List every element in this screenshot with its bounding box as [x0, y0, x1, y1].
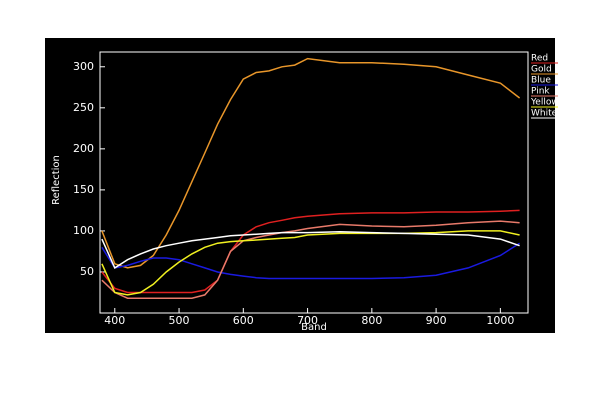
- x-tick-label: 700: [297, 314, 318, 327]
- legend-label: Yellow: [530, 98, 559, 108]
- x-axis-label: Band: [301, 322, 327, 333]
- panel: [45, 38, 555, 333]
- x-tick-label: 1000: [486, 314, 514, 327]
- series-line: [101, 242, 521, 280]
- legend-label: Blue: [531, 76, 551, 86]
- y-tick-label: 50: [80, 265, 94, 278]
- x-tick-label: 600: [233, 314, 254, 327]
- x-tick-label: 400: [104, 314, 125, 327]
- x-tick-label: 500: [169, 314, 190, 327]
- y-axis-label: Reflection: [51, 155, 62, 205]
- plot-frame: [99, 51, 529, 314]
- legend-label: Gold: [531, 65, 552, 75]
- legend-label: White: [531, 109, 558, 119]
- y-tick-label: 150: [73, 183, 94, 196]
- y-tick-label: 100: [73, 224, 94, 237]
- y-tick-label: 250: [73, 101, 94, 114]
- series-line: [101, 57, 521, 269]
- y-tick-label: 300: [73, 60, 94, 73]
- series-line: [101, 220, 520, 299]
- legend-label: Red: [531, 54, 548, 64]
- series-line: [101, 230, 520, 270]
- y-tick-label: 200: [73, 142, 94, 155]
- x-tick-label: 800: [361, 314, 382, 327]
- legend-label: Pink: [531, 87, 550, 97]
- series-line: [101, 209, 520, 294]
- x-tick-label: 900: [426, 314, 447, 327]
